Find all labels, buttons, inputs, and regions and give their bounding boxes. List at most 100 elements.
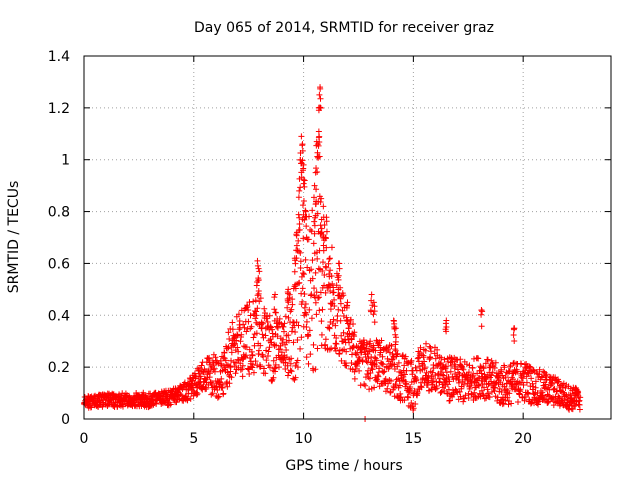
- data-point: [428, 348, 435, 355]
- data-point: [343, 362, 350, 369]
- data-point: [249, 361, 256, 368]
- data-point: [359, 357, 366, 364]
- data-point: [274, 333, 281, 340]
- data-point: [523, 373, 530, 380]
- x-tick-label: 15: [404, 431, 422, 447]
- data-point: [193, 391, 200, 398]
- data-point: [370, 299, 377, 306]
- data-point: [288, 355, 295, 362]
- data-point: [481, 371, 488, 378]
- data-point: [511, 337, 518, 344]
- data-point: [418, 384, 425, 391]
- data-point: [392, 347, 399, 354]
- data-point: [317, 222, 324, 229]
- data-point: [371, 384, 378, 391]
- data-point: [315, 128, 322, 135]
- data-point: [447, 368, 454, 375]
- data-point: [239, 362, 246, 369]
- data-point: [265, 348, 272, 355]
- data-point: [194, 390, 201, 397]
- data-point: [315, 265, 322, 272]
- data-point: [244, 365, 251, 372]
- data-point: [198, 362, 205, 369]
- data-point: [243, 328, 250, 335]
- data-point: [326, 255, 333, 262]
- data-point: [255, 351, 262, 358]
- data-point: [312, 299, 319, 306]
- data-point: [372, 347, 379, 354]
- data-point: [323, 228, 330, 235]
- data-point: [219, 367, 226, 374]
- data-point: [303, 223, 310, 230]
- data-point: [342, 360, 349, 367]
- data-point: [479, 308, 486, 315]
- data-point: [203, 385, 210, 392]
- data-point: [282, 359, 289, 366]
- data-point: [283, 346, 290, 353]
- data-point: [498, 388, 505, 395]
- data-point: [411, 387, 418, 394]
- data-point: [488, 389, 495, 396]
- data-point: [299, 285, 306, 292]
- data-point: [322, 263, 329, 270]
- data-point: [303, 234, 310, 241]
- data-point: [482, 360, 489, 367]
- data-point: [293, 231, 300, 238]
- data-point: [442, 326, 449, 333]
- data-point: [505, 367, 512, 374]
- data-point: [252, 358, 259, 365]
- data-point: [297, 258, 304, 265]
- axis-ticks: [83, 55, 611, 420]
- y-tick-label: 0.2: [48, 360, 70, 376]
- data-point: [541, 395, 548, 402]
- data-point: [88, 404, 95, 411]
- data-point: [566, 406, 573, 413]
- data-point: [288, 328, 295, 335]
- data-point: [316, 153, 323, 160]
- data-point: [286, 337, 293, 344]
- data-point: [204, 374, 211, 381]
- data-point: [392, 338, 399, 345]
- data-point: [538, 374, 545, 381]
- data-point: [308, 266, 315, 273]
- data-point: [236, 318, 243, 325]
- x-tick-label: 10: [295, 431, 313, 447]
- data-point: [489, 369, 496, 376]
- y-tick-label: 0.6: [48, 256, 70, 272]
- data-point: [495, 374, 502, 381]
- data-point: [316, 138, 323, 145]
- data-point: [253, 330, 260, 337]
- data-point: [294, 357, 301, 364]
- data-point: [297, 345, 304, 352]
- data-point: [555, 378, 562, 385]
- data-point: [367, 369, 374, 376]
- data-point: [470, 370, 477, 377]
- data-point: [212, 354, 219, 361]
- data-point: [246, 370, 253, 377]
- data-point: [427, 344, 434, 351]
- data-point: [299, 141, 306, 148]
- data-point: [311, 285, 318, 292]
- data-point: [506, 390, 513, 397]
- data-point: [231, 363, 238, 370]
- data-point: [294, 247, 301, 254]
- data-point: [539, 389, 546, 396]
- data-point: [423, 340, 430, 347]
- data-point: [302, 256, 309, 263]
- data-point: [299, 157, 306, 164]
- data-point: [325, 260, 332, 267]
- data-point: [340, 329, 347, 336]
- data-point: [368, 291, 375, 298]
- data-point: [255, 265, 262, 272]
- data-point: [297, 184, 304, 191]
- data-point: [334, 312, 341, 319]
- data-point: [229, 326, 236, 333]
- data-point: [397, 390, 404, 397]
- data-point: [380, 361, 387, 368]
- data-point: [371, 303, 378, 310]
- data-point: [532, 384, 539, 391]
- data-point: [279, 336, 286, 343]
- data-point: [290, 339, 297, 346]
- data-point: [253, 308, 260, 315]
- y-tick-label: 0.8: [48, 205, 70, 221]
